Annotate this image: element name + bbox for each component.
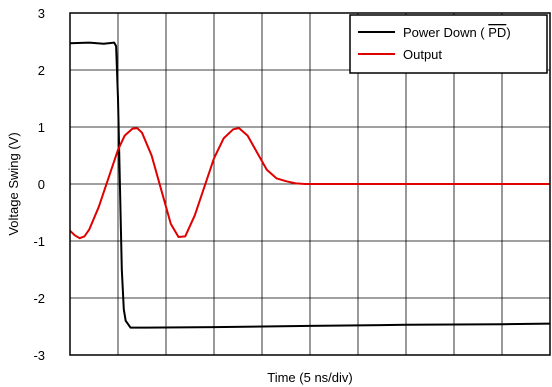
legend-label-power-down: Power Down ( PD) — [403, 25, 511, 40]
legend: Power Down ( PD) Output — [349, 14, 548, 74]
legend-box — [349, 14, 548, 74]
series-line-output — [69, 127, 550, 240]
legend-label-output: Output — [403, 47, 442, 62]
y-tick-label: -3 — [33, 348, 45, 363]
legend-power-down-overlined: PD — [488, 25, 506, 40]
y-tick-label: 2 — [38, 63, 45, 78]
y-tick-label: 1 — [38, 120, 45, 135]
legend-power-down-suffix: ) — [506, 25, 510, 40]
y-tick-label: 0 — [38, 177, 45, 192]
y-tick-label: -1 — [33, 234, 45, 249]
y-tick-label: -2 — [33, 291, 45, 306]
y-tick-labels: -3 -2 -1 0 1 2 3 — [33, 6, 45, 363]
y-tick-label: 3 — [38, 6, 45, 21]
plot-frame — [69, 12, 551, 356]
series-line-power-down — [69, 41, 551, 329]
series-layer — [69, 41, 551, 329]
y-axis-label: Voltage Swing (V) — [6, 132, 21, 235]
x-axis-label: Time (5 ns/div) — [267, 370, 352, 385]
legend-power-down-prefix: Power Down ( — [403, 25, 488, 40]
